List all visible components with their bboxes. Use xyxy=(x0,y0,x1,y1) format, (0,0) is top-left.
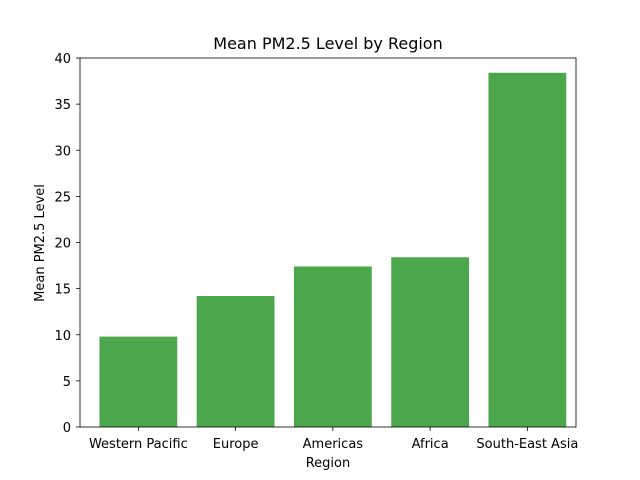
bar-europe xyxy=(196,296,275,427)
y-tick-label: 35 xyxy=(54,98,71,113)
y-tick-label: 30 xyxy=(54,144,71,159)
bar-south-east-asia xyxy=(488,72,567,427)
x-tick-label: Europe xyxy=(213,437,259,452)
x-tick-label: South-East Asia xyxy=(476,437,578,452)
bar-americas xyxy=(293,266,372,427)
y-tick-label: 5 xyxy=(63,375,71,390)
bar-western-pacific xyxy=(99,336,178,427)
x-axis-label: Region xyxy=(306,456,351,471)
y-tick-label: 40 xyxy=(54,52,71,67)
plot-frame xyxy=(79,57,577,428)
y-tick-label: 15 xyxy=(54,283,71,298)
y-axis-ticks: 0 5 10 15 20 25 30 35 40 xyxy=(54,52,80,436)
x-tick-label: Western Pacific xyxy=(89,437,188,452)
bar-africa xyxy=(391,257,470,427)
x-axis-ticks: Western Pacific Europe Americas Africa South… xyxy=(89,427,578,452)
y-axis-label: Mean PM2.5 Level xyxy=(33,184,48,302)
y-tick-label: 20 xyxy=(54,237,71,252)
chart-title: Mean PM2.5 Level by Region xyxy=(213,34,442,53)
y-tick-label: 25 xyxy=(54,190,71,205)
bars-group xyxy=(99,72,567,427)
y-tick-label: 10 xyxy=(54,329,71,344)
y-tick-label: 0 xyxy=(63,421,71,436)
x-tick-label: Africa xyxy=(412,437,449,452)
x-tick-label: Americas xyxy=(303,437,364,452)
